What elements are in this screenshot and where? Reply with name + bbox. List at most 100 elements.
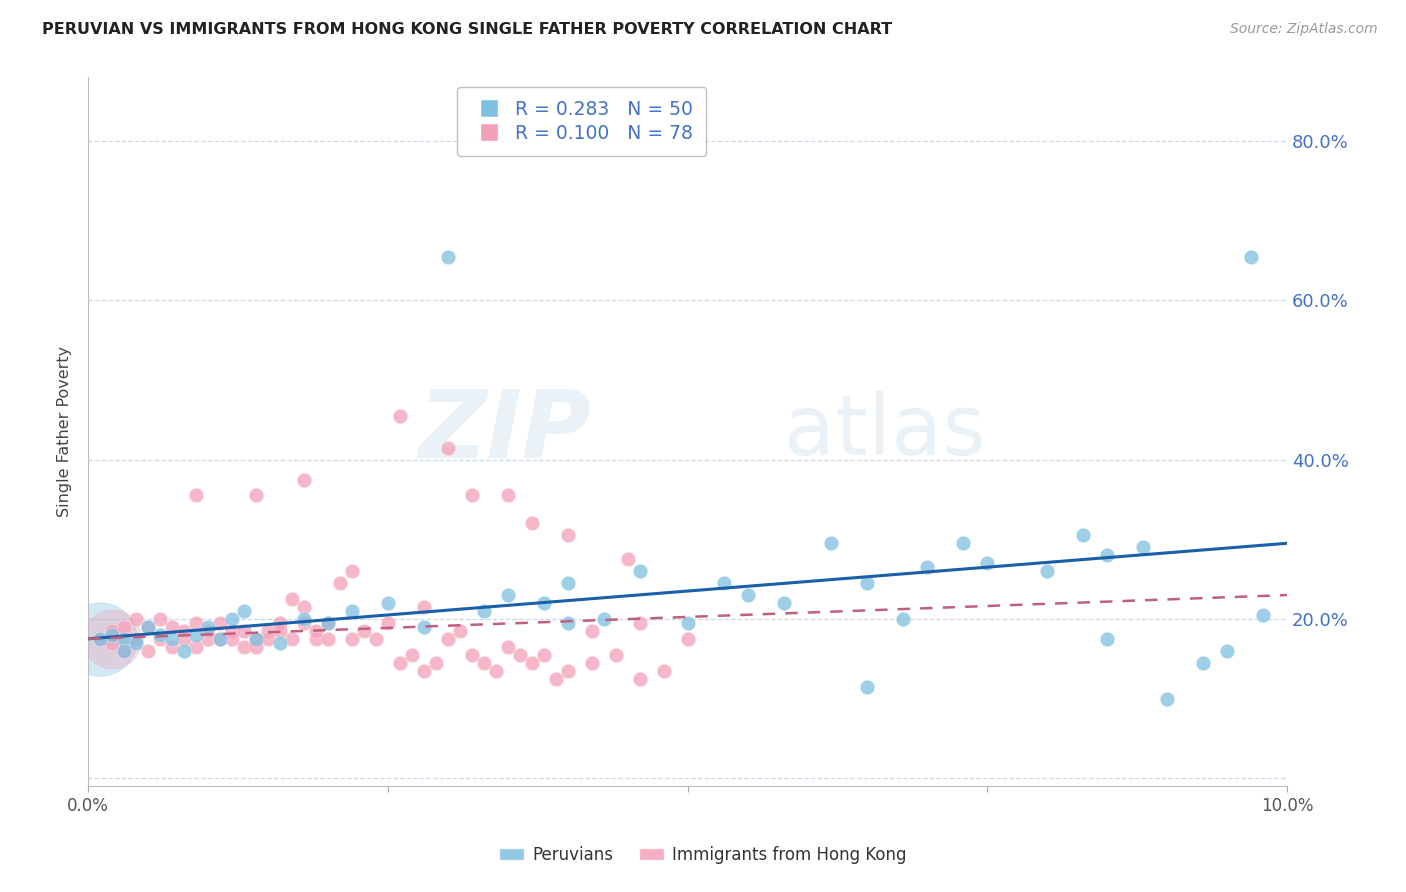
- Point: [184, 628, 207, 642]
- Point: [89, 632, 111, 646]
- Point: [377, 596, 399, 610]
- Point: [136, 620, 159, 634]
- Point: [221, 624, 243, 638]
- Point: [112, 644, 135, 658]
- Point: [461, 488, 484, 502]
- Point: [533, 596, 555, 610]
- Point: [557, 615, 579, 630]
- Point: [160, 620, 183, 634]
- Point: [472, 604, 495, 618]
- Point: [136, 620, 159, 634]
- Point: [485, 664, 508, 678]
- Point: [496, 588, 519, 602]
- Point: [125, 612, 148, 626]
- Point: [257, 632, 280, 646]
- Point: [772, 596, 794, 610]
- Legend: R = 0.283   N = 50, R = 0.100   N = 78: R = 0.283 N = 50, R = 0.100 N = 78: [457, 87, 706, 156]
- Point: [377, 615, 399, 630]
- Point: [173, 632, 195, 646]
- Point: [1240, 250, 1263, 264]
- Point: [149, 612, 172, 626]
- Point: [125, 632, 148, 646]
- Point: [89, 632, 111, 646]
- Point: [281, 592, 304, 607]
- Point: [1071, 528, 1094, 542]
- Point: [292, 599, 315, 614]
- Point: [257, 624, 280, 638]
- Point: [581, 656, 603, 670]
- Point: [557, 528, 579, 542]
- Point: [1156, 691, 1178, 706]
- Point: [89, 632, 111, 646]
- Point: [412, 599, 434, 614]
- Point: [581, 624, 603, 638]
- Point: [472, 656, 495, 670]
- Point: [208, 632, 231, 646]
- Point: [269, 615, 291, 630]
- Text: ZIP: ZIP: [419, 386, 592, 478]
- Point: [197, 632, 219, 646]
- Point: [112, 644, 135, 658]
- Point: [101, 632, 124, 646]
- Point: [461, 648, 484, 662]
- Point: [652, 664, 675, 678]
- Point: [316, 615, 339, 630]
- Point: [917, 560, 939, 574]
- Point: [1132, 541, 1154, 555]
- Point: [1251, 607, 1274, 622]
- Point: [605, 648, 627, 662]
- Point: [616, 552, 638, 566]
- Point: [160, 632, 183, 646]
- Point: [364, 632, 387, 646]
- Point: [496, 640, 519, 654]
- Point: [281, 632, 304, 646]
- Point: [353, 624, 375, 638]
- Point: [520, 516, 543, 531]
- Point: [173, 624, 195, 638]
- Point: [197, 624, 219, 638]
- Point: [437, 632, 460, 646]
- Point: [425, 656, 447, 670]
- Point: [1216, 644, 1239, 658]
- Point: [221, 612, 243, 626]
- Point: [340, 564, 363, 578]
- Point: [305, 632, 328, 646]
- Point: [269, 636, 291, 650]
- Point: [628, 615, 651, 630]
- Point: [412, 620, 434, 634]
- Point: [952, 536, 974, 550]
- Point: [136, 644, 159, 658]
- Point: [592, 612, 614, 626]
- Text: Source: ZipAtlas.com: Source: ZipAtlas.com: [1230, 22, 1378, 37]
- Point: [893, 612, 915, 626]
- Point: [245, 488, 267, 502]
- Point: [340, 604, 363, 618]
- Point: [149, 628, 172, 642]
- Point: [233, 604, 256, 618]
- Point: [233, 640, 256, 654]
- Point: [437, 250, 460, 264]
- Point: [197, 620, 219, 634]
- Point: [509, 648, 531, 662]
- Point: [245, 632, 267, 646]
- Point: [112, 620, 135, 634]
- Point: [1192, 656, 1215, 670]
- Point: [388, 656, 411, 670]
- Point: [329, 576, 352, 591]
- Point: [233, 624, 256, 638]
- Point: [245, 632, 267, 646]
- Point: [820, 536, 842, 550]
- Point: [101, 636, 124, 650]
- Point: [557, 664, 579, 678]
- Point: [449, 624, 471, 638]
- Point: [208, 615, 231, 630]
- Point: [1036, 564, 1059, 578]
- Point: [557, 576, 579, 591]
- Point: [1097, 632, 1119, 646]
- Point: [208, 632, 231, 646]
- Point: [316, 632, 339, 646]
- Point: [628, 564, 651, 578]
- Point: [856, 576, 879, 591]
- Point: [316, 615, 339, 630]
- Point: [544, 672, 567, 686]
